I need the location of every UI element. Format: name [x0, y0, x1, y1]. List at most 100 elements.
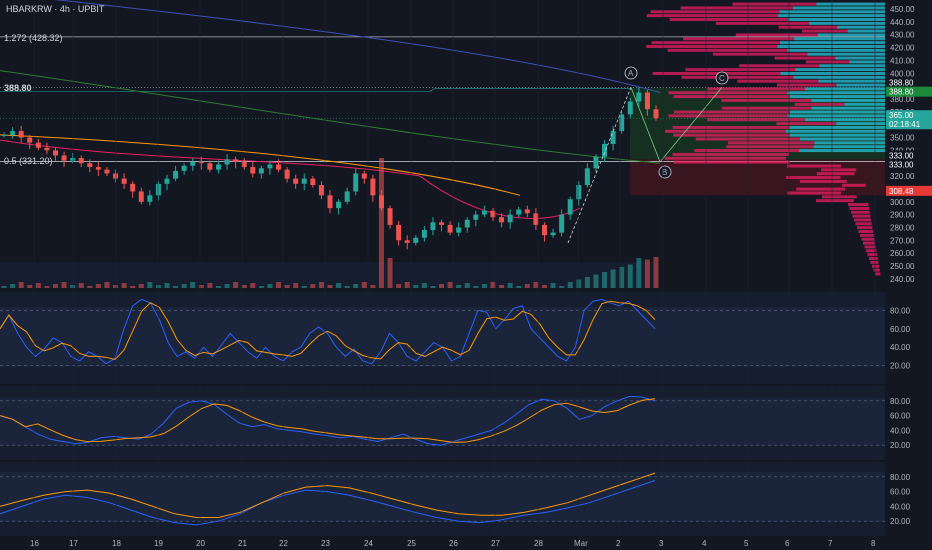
candle-body: [627, 101, 633, 115]
candle-body: [653, 109, 659, 119]
time-tick: 17: [69, 539, 78, 548]
wave-label-b: B: [662, 168, 667, 177]
candle-body: [233, 159, 239, 162]
candle-body: [541, 224, 547, 236]
vp-bar-up: [837, 25, 885, 29]
stoch1-k-line: [0, 298, 656, 365]
vp-bar-up: [808, 21, 885, 25]
wave-label-a: A: [628, 69, 634, 78]
price-tag-ma-bg: [886, 185, 932, 196]
candle-body: [27, 137, 33, 143]
osc3-tick: 60.00: [890, 488, 911, 497]
vp-bar-up: [795, 68, 885, 72]
vp-bar-up: [787, 48, 885, 52]
vp-bar-up: [787, 91, 885, 95]
candle-body: [619, 114, 625, 132]
volume-bar: [456, 285, 462, 288]
volume-bar: [18, 282, 24, 288]
candle-body: [10, 131, 16, 135]
volume-bar: [464, 283, 470, 288]
candle-body: [430, 222, 436, 231]
ma-20-line: [0, 139, 581, 219]
volume-bar: [78, 283, 84, 288]
volume-bar: [353, 284, 359, 288]
vp-bar-up: [836, 122, 885, 126]
volume-bar: [293, 283, 299, 288]
bar-countdown: 02:18:41: [889, 120, 921, 129]
wave-label-c: C: [719, 74, 725, 83]
candle-body: [593, 156, 599, 169]
vp-bar-down: [673, 110, 791, 114]
volume-bar: [10, 284, 16, 288]
vp-bar-down: [857, 226, 873, 230]
volume-bar: [327, 285, 333, 288]
vp-bar-up: [799, 137, 885, 141]
time-tick: 23: [321, 539, 330, 548]
candle-body: [447, 224, 453, 233]
wave-drawing: A B C: [567, 66, 729, 244]
volume-bar: [121, 283, 127, 288]
candle-body: [52, 150, 58, 156]
osc2-tick: 40.00: [890, 426, 911, 435]
vp-bar-down: [650, 10, 780, 14]
fib-05-label: 0.5 (331.20): [4, 156, 53, 166]
volume-bar: [113, 285, 119, 288]
time-tick: 5: [744, 539, 749, 548]
time-tick: 4: [702, 539, 707, 548]
candle-body: [155, 183, 161, 196]
time-tick: 2: [616, 539, 621, 548]
time-tick: 26: [449, 539, 458, 548]
resistance-line: [0, 88, 630, 92]
candle-body: [35, 142, 41, 148]
price-tag-ma: 308.48: [889, 187, 914, 196]
candle-body: [1, 134, 7, 136]
volume-bar: [224, 284, 230, 288]
price-tick: 410.00: [890, 56, 915, 65]
volume-bar: [250, 283, 256, 288]
price-tick: 350.00: [890, 134, 915, 143]
volume-bar: [344, 286, 350, 288]
volume-bar: [164, 283, 170, 288]
osc3-tick: 80.00: [890, 473, 911, 482]
candle-body: [147, 195, 153, 202]
vp-bar-down: [861, 237, 875, 241]
vp-bar-down: [875, 272, 881, 276]
volume-bar: [550, 283, 556, 288]
vp-bar-up: [817, 33, 885, 37]
vp-bar-up: [794, 37, 885, 41]
volume-bar: [387, 258, 393, 288]
vp-bar-up: [789, 95, 885, 99]
time-tick: 22: [279, 539, 288, 548]
vp-bar-down: [646, 44, 778, 48]
volume-bar: [421, 283, 427, 288]
osc1-tick: 60.00: [890, 325, 911, 334]
price-tick: 440.00: [890, 18, 915, 27]
candle-body: [344, 191, 350, 202]
vp-bar-down: [778, 25, 838, 29]
volume-bar: [104, 282, 110, 288]
candle-body: [284, 169, 290, 179]
wave-label-a-circle: [624, 66, 638, 80]
volume-bar: [430, 286, 436, 288]
time-tick: 8: [871, 539, 876, 548]
candle-body: [104, 169, 110, 174]
volume-bar: [413, 285, 419, 288]
candle-body: [121, 178, 127, 184]
vp-bar-up: [844, 102, 885, 106]
candle-body: [241, 161, 247, 168]
volume-bar: [267, 284, 273, 288]
vp-bar-down: [785, 176, 841, 180]
last-price-tag-bg: [886, 110, 932, 121]
volume-bar: [610, 269, 616, 288]
candle-body: [78, 158, 84, 164]
candle-body: [318, 185, 324, 196]
osc3-tick: 20.00: [890, 517, 911, 526]
vp-bar-up: [793, 6, 885, 10]
ma-100-line: [0, 70, 661, 164]
fib-1272-label: 1.272 (428.32): [4, 33, 63, 43]
vp-bar-up: [847, 29, 885, 33]
time-axis[interactable]: [0, 537, 885, 550]
time-tick: 6: [785, 539, 790, 548]
wave-label-b-circle: [658, 165, 672, 179]
